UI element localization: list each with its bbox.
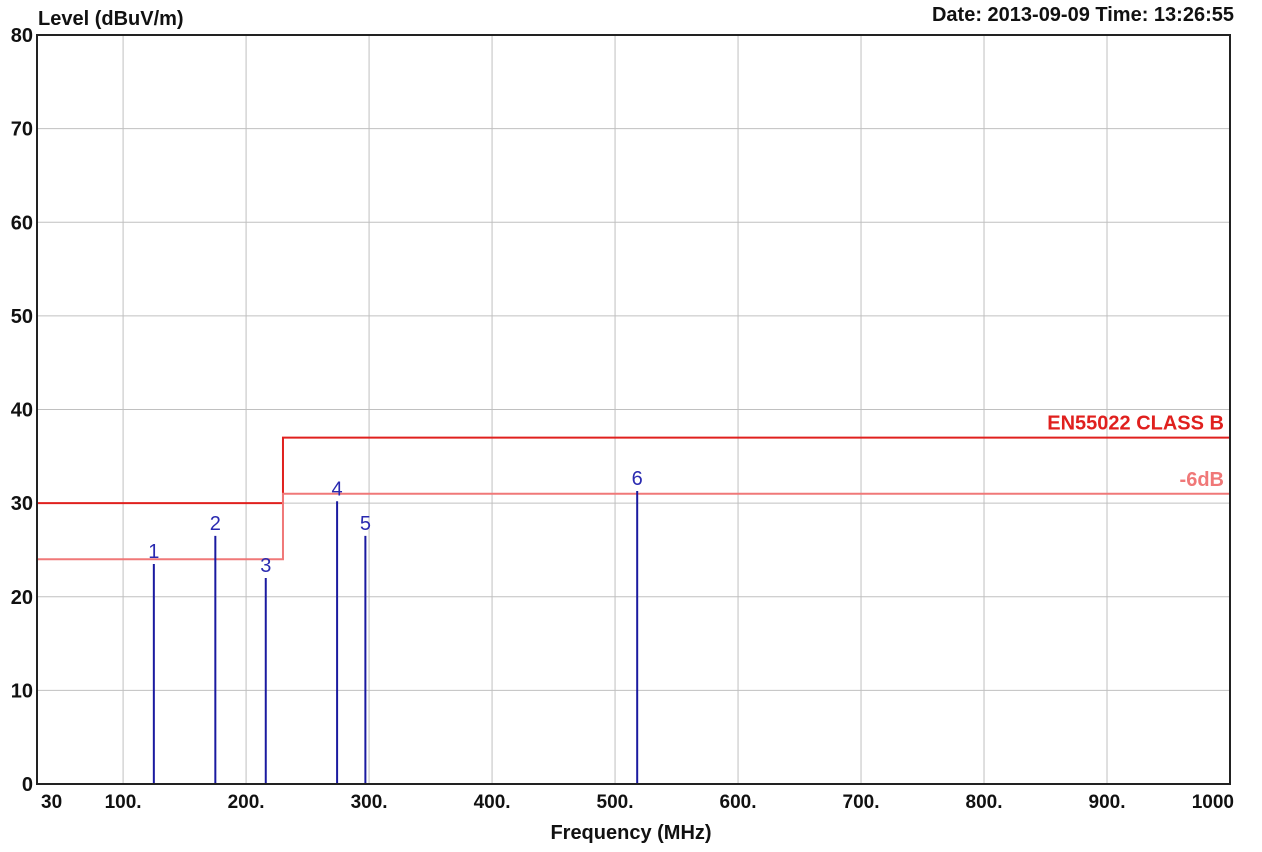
x-tick-label: 30 xyxy=(41,792,62,813)
x-tick-label: 400. xyxy=(474,792,511,813)
x-tick-label: 200. xyxy=(228,792,265,813)
axis-ticks: 0 10 20 30 40 50 60 70 80 30 100. 200. 300. 400. 500. 6… xyxy=(11,25,1234,813)
x-tick-label: 100. xyxy=(105,792,142,813)
peak-marker-label: 1 xyxy=(148,541,159,563)
x-tick-label: 300. xyxy=(351,792,388,813)
x-tick-label: 700. xyxy=(843,792,880,813)
x-tick-label: 900. xyxy=(1089,792,1126,813)
limit-label-margin: -6dB xyxy=(1180,469,1224,491)
peak-marker-label: 4 xyxy=(332,478,343,500)
x-tick-label: 600. xyxy=(720,792,757,813)
x-tick-label: 800. xyxy=(966,792,1003,813)
limit-lines: EN55022 CLASS B -6dB xyxy=(37,413,1230,561)
y-tick-label: 70 xyxy=(11,119,33,141)
limit-line-margin xyxy=(37,492,1230,561)
x-tick-label: 1000 xyxy=(1192,792,1234,813)
y-tick-label: 50 xyxy=(11,306,33,328)
y-tick-label: 80 xyxy=(11,25,33,47)
y-tick-label: 60 xyxy=(11,212,33,234)
limit-label-class-b: EN55022 CLASS B xyxy=(1047,413,1224,435)
grid-lines xyxy=(37,35,1230,784)
y-tick-label: 20 xyxy=(11,587,33,609)
peak-markers: 1 2 3 45 6 xyxy=(148,468,643,784)
peak-marker-label: 6 xyxy=(632,468,643,490)
y-axis-title: Level (dBuV/m) xyxy=(38,8,184,30)
peak-marker-label: 5 xyxy=(360,513,371,535)
x-axis-title: Frequency (MHz) xyxy=(550,822,712,844)
limit-line-class-b xyxy=(37,436,1230,505)
date-time-stamp: Date: 2013-09-09 Time: 13:26:55 xyxy=(931,4,1234,26)
y-tick-label: 40 xyxy=(11,400,33,422)
peak-marker-label: 3 xyxy=(260,555,271,577)
x-tick-label: 500. xyxy=(597,792,634,813)
plot-frame xyxy=(36,34,1231,785)
y-tick-label: 10 xyxy=(11,680,33,702)
peak-marker-label: 2 xyxy=(210,513,221,535)
y-tick-label: 0 xyxy=(22,774,33,796)
y-tick-label: 30 xyxy=(11,493,33,515)
